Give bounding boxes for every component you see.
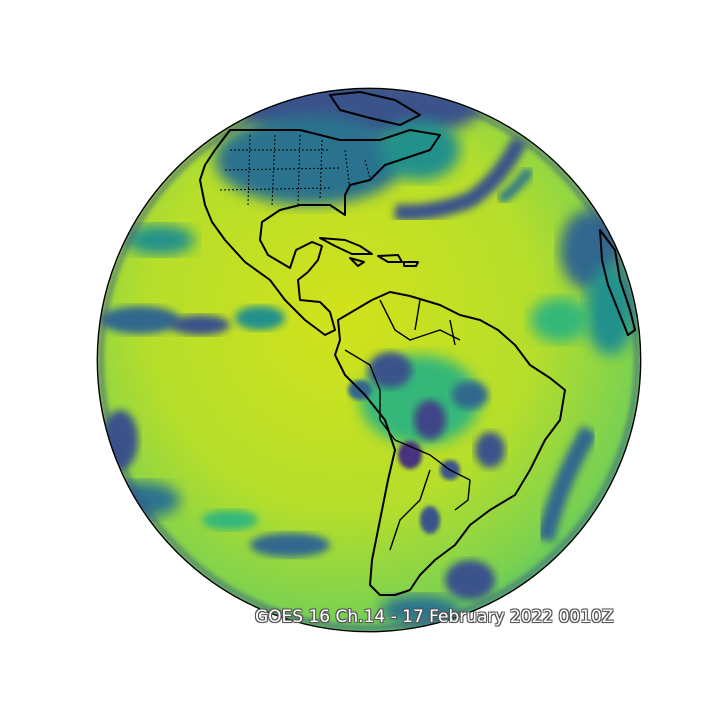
country-borders (344, 299, 471, 551)
earth-disk (97, 88, 641, 632)
disk-outline (96, 87, 642, 633)
political-borders (219, 134, 371, 206)
image-caption: GOES 16 Ch.14 - 17 February 2022 0010Z (255, 607, 614, 627)
coastlines (199, 91, 636, 596)
